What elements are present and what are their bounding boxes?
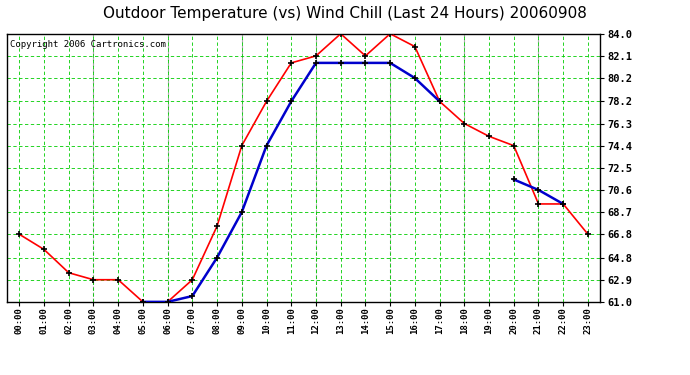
Text: Outdoor Temperature (vs) Wind Chill (Last 24 Hours) 20060908: Outdoor Temperature (vs) Wind Chill (Las… bbox=[103, 6, 587, 21]
Text: Copyright 2006 Cartronics.com: Copyright 2006 Cartronics.com bbox=[10, 40, 166, 50]
